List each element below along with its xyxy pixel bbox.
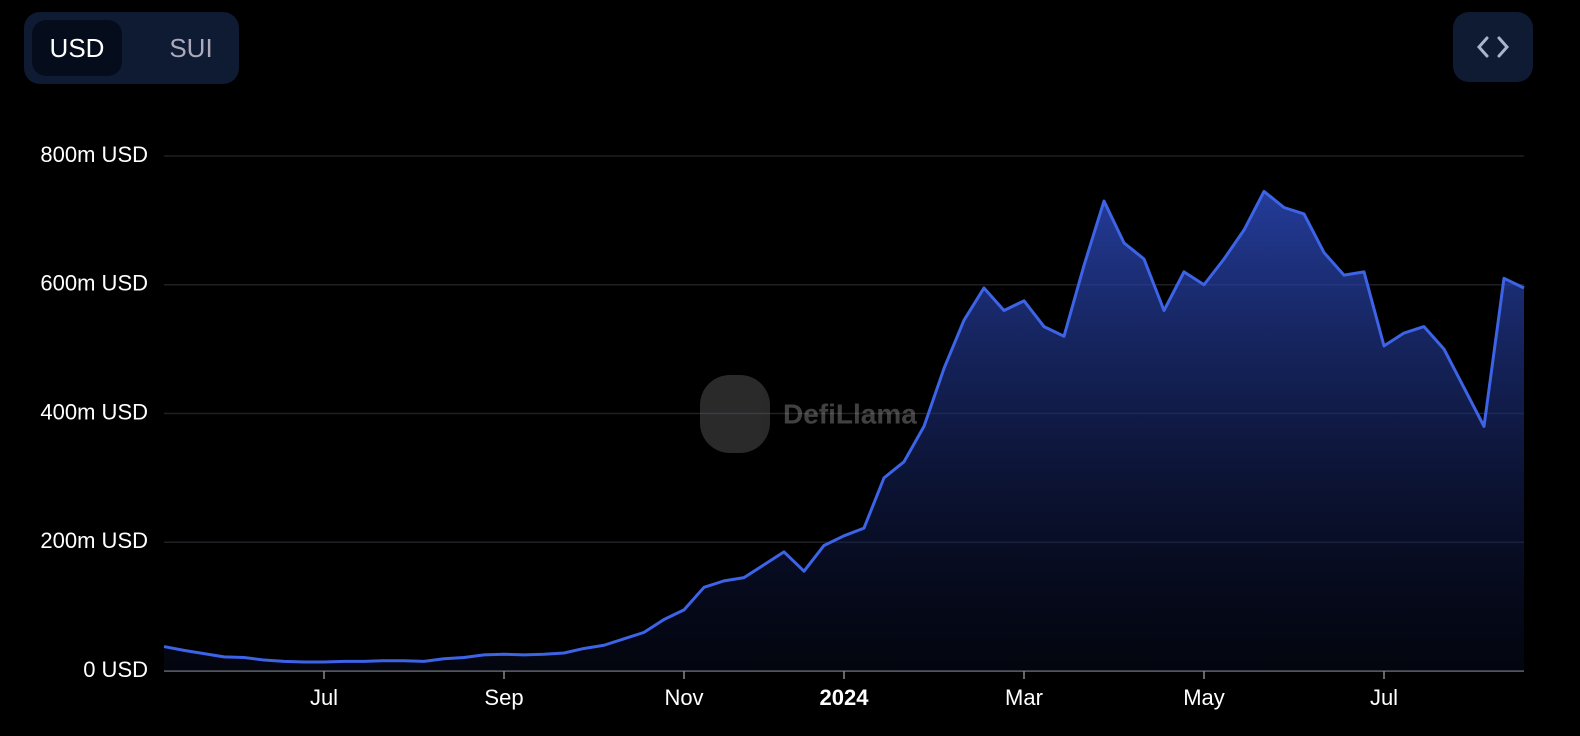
toggle-sui[interactable]: SUI <box>169 33 213 63</box>
x-tick-label: Mar <box>1005 685 1043 710</box>
watermark-text: DefiLlama <box>783 398 917 429</box>
code-icon <box>1476 36 1510 58</box>
x-tick-label: Jul <box>310 685 338 710</box>
toggle-usd[interactable]: USD <box>32 20 122 76</box>
embed-button[interactable] <box>1453 12 1533 82</box>
x-tick-label: May <box>1183 685 1225 710</box>
x-tick-label: 2024 <box>820 685 870 710</box>
line <box>163 189 1525 664</box>
y-tick-label: 0 USD <box>83 657 148 682</box>
x-tick-label: Nov <box>664 685 703 710</box>
x-tick-label: Sep <box>484 685 523 710</box>
currency-toggle: USD SUI <box>24 12 239 84</box>
y-tick-label: 800m USD <box>40 142 148 167</box>
y-tick-label: 600m USD <box>40 271 148 296</box>
area <box>164 191 1524 671</box>
y-tick-label: 400m USD <box>40 399 148 424</box>
watermark: DefiLlama <box>700 375 917 453</box>
x-tick-label: Jul <box>1370 685 1398 710</box>
y-tick-label: 200m USD <box>40 528 148 553</box>
